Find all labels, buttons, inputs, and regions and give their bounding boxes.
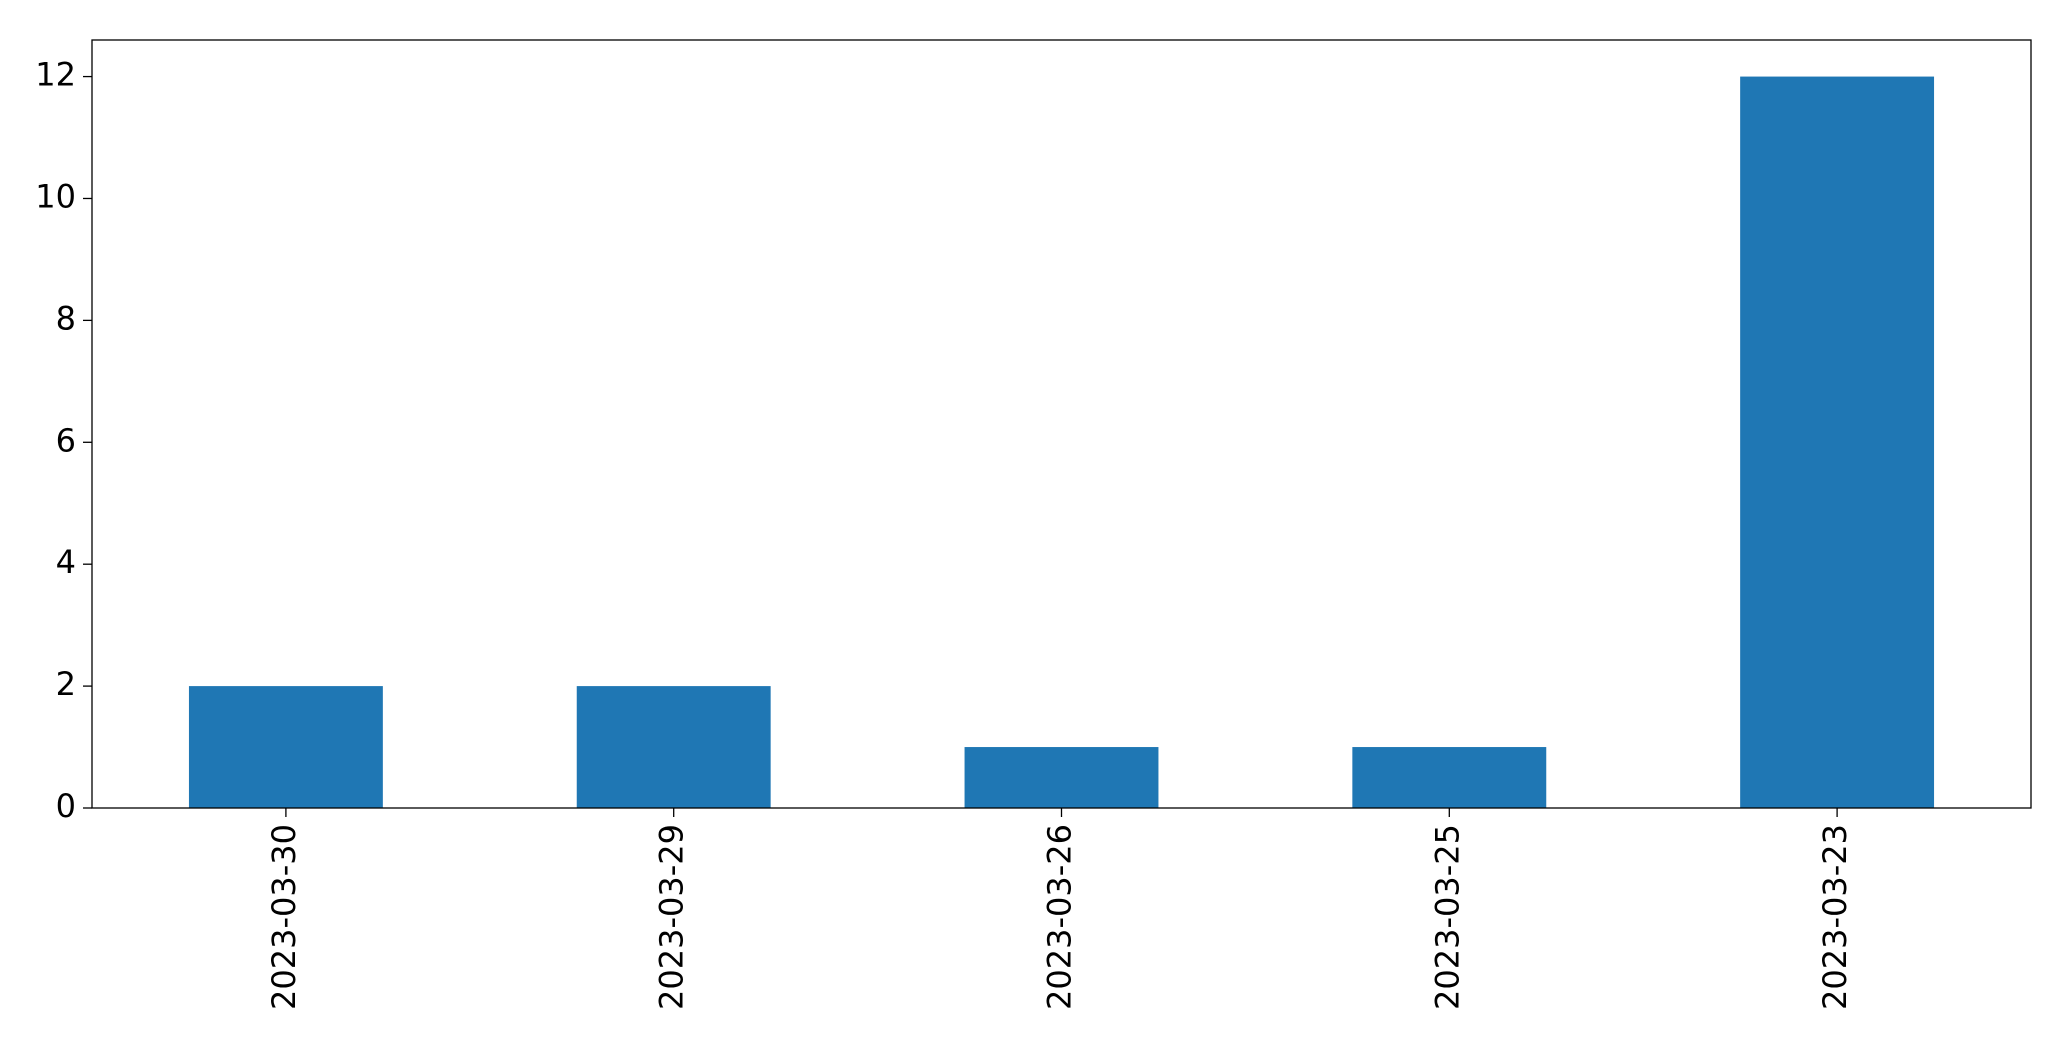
bar: [576, 686, 771, 808]
x-tick-label: 2023-03-30: [265, 824, 303, 1010]
x-tick-label: 2023-03-26: [1041, 824, 1079, 1010]
y-tick-label: 4: [56, 543, 76, 581]
x-tick-label: 2023-03-23: [1816, 824, 1854, 1010]
y-tick-label: 2: [56, 665, 76, 703]
y-tick-label: 8: [56, 299, 76, 337]
x-tick-label: 2023-03-25: [1428, 824, 1466, 1010]
x-tick-label: 2023-03-29: [653, 824, 691, 1010]
bar: [1740, 76, 1935, 809]
y-tick-label: 6: [56, 421, 76, 459]
y-tick-label: 12: [35, 56, 76, 94]
y-tick-label: 10: [35, 177, 76, 215]
bar: [964, 747, 1159, 808]
y-tick-label: 0: [56, 787, 76, 825]
bar: [1352, 747, 1547, 808]
bar: [188, 686, 383, 808]
plot-frame: [91, 39, 2032, 809]
